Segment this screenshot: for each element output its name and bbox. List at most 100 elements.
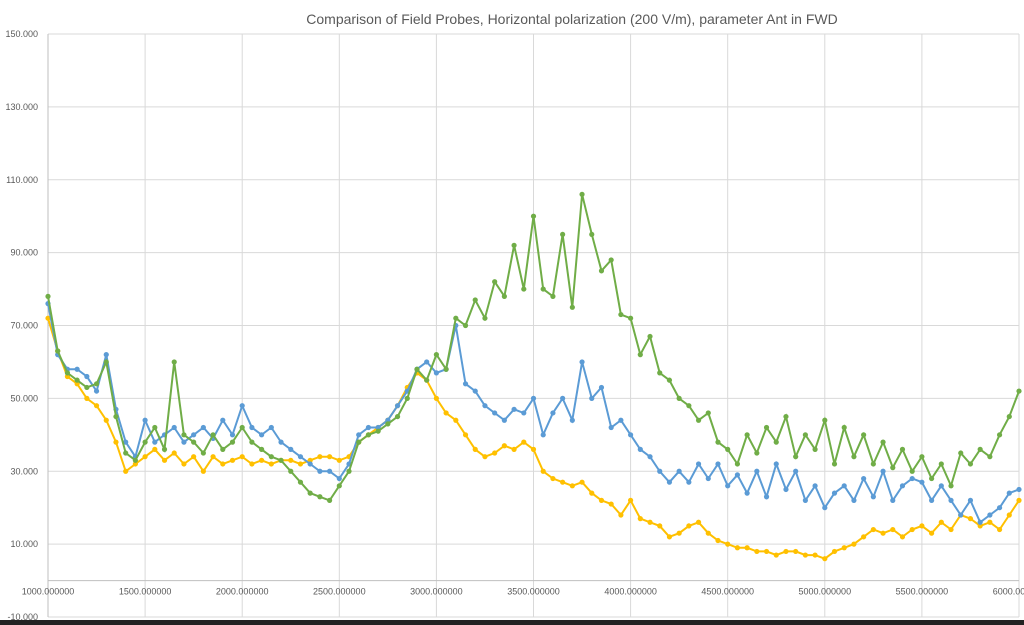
data-point — [744, 545, 750, 551]
data-point — [851, 497, 857, 503]
data-point — [103, 352, 109, 358]
data-point — [55, 348, 61, 354]
data-point — [608, 257, 614, 263]
data-point — [297, 461, 304, 467]
data-point — [103, 417, 109, 423]
data-point — [307, 457, 313, 463]
data-point — [831, 490, 838, 496]
x-tick-label: 1000.000000 — [22, 587, 75, 597]
y-tick-label: 110.000 — [6, 175, 38, 185]
data-point — [909, 475, 915, 482]
data-point — [64, 373, 71, 380]
data-point — [754, 450, 760, 456]
data-point — [754, 468, 760, 474]
x-tick-label: 2500.000000 — [313, 587, 366, 597]
data-point — [249, 461, 255, 467]
data-point — [492, 410, 498, 416]
data-point — [763, 494, 770, 500]
data-point — [589, 231, 595, 238]
data-point — [676, 395, 682, 401]
data-point — [666, 534, 673, 540]
data-point — [851, 541, 857, 547]
data-point — [734, 472, 741, 478]
data-point — [793, 468, 799, 474]
x-axis-ticks: 1000.000000 1500.000000 2000.000000 2500.00… — [22, 587, 1024, 597]
data-point — [1006, 413, 1012, 420]
data-point — [414, 366, 420, 372]
x-tick-label: 5000.000000 — [799, 587, 852, 597]
data-point — [880, 530, 886, 536]
data-point — [259, 446, 265, 452]
data-point — [744, 432, 750, 438]
data-point — [841, 545, 847, 551]
data-point — [763, 548, 770, 555]
data-point — [181, 461, 187, 467]
data-point — [220, 461, 226, 467]
data-point — [676, 530, 682, 536]
y-tick-label: -10.000 — [7, 612, 38, 622]
chart-title: Comparison of Field Probes, Horizontal p… — [306, 11, 837, 27]
data-point — [569, 483, 575, 489]
data-point — [996, 505, 1003, 511]
data-point — [317, 494, 323, 500]
data-point — [793, 548, 799, 555]
data-point — [647, 519, 653, 525]
data-point — [210, 432, 216, 438]
data-point — [84, 395, 90, 401]
data-point — [317, 468, 323, 474]
data-point — [841, 424, 847, 431]
data-point — [618, 417, 624, 423]
data-point — [996, 526, 1003, 533]
data-point — [142, 439, 148, 445]
y-tick-label: 50.000 — [10, 393, 38, 403]
data-point — [74, 381, 80, 387]
data-point — [521, 286, 527, 292]
data-point — [336, 475, 342, 482]
data-point — [822, 417, 828, 423]
data-point — [938, 483, 944, 489]
data-point — [74, 377, 80, 383]
data-point — [977, 446, 983, 452]
series-1 — [45, 315, 1022, 562]
data-point — [540, 432, 546, 438]
data-point — [880, 468, 886, 474]
data-point — [511, 446, 517, 452]
data-point — [200, 424, 206, 431]
data-point — [375, 424, 381, 431]
data-point — [919, 454, 925, 460]
data-point — [492, 279, 498, 285]
data-point — [356, 439, 362, 445]
data-point — [695, 417, 702, 423]
data-point — [618, 512, 624, 518]
data-point — [695, 461, 702, 467]
y-axis-ticks: 150.000 130.000 110.000 90.000 70.000 50.000 3… — [5, 29, 38, 622]
data-point — [695, 519, 702, 525]
data-point — [569, 417, 575, 423]
data-point — [249, 439, 255, 445]
data-point — [93, 403, 100, 409]
data-point — [317, 454, 323, 460]
data-point — [773, 461, 779, 467]
y-tick-label: 130.000 — [5, 102, 38, 112]
data-point — [181, 439, 187, 445]
data-point — [744, 490, 750, 496]
data-point — [967, 497, 974, 503]
data-point — [909, 526, 915, 533]
data-point — [521, 410, 527, 416]
data-point — [773, 439, 779, 445]
data-point — [540, 286, 546, 292]
data-point — [229, 457, 236, 463]
x-tick-label: 4000.000000 — [604, 587, 657, 597]
data-point — [433, 395, 439, 401]
data-point — [346, 468, 352, 474]
x-tick-label: 6000.000000 — [993, 587, 1024, 597]
data-point — [899, 534, 906, 540]
data-point — [64, 370, 71, 376]
data-point — [666, 479, 673, 485]
data-point — [365, 432, 372, 438]
x-tick-label: 1500.000000 — [119, 587, 172, 597]
data-point — [783, 548, 789, 555]
data-point — [958, 450, 964, 456]
data-point — [676, 468, 682, 474]
data-point — [521, 439, 527, 445]
